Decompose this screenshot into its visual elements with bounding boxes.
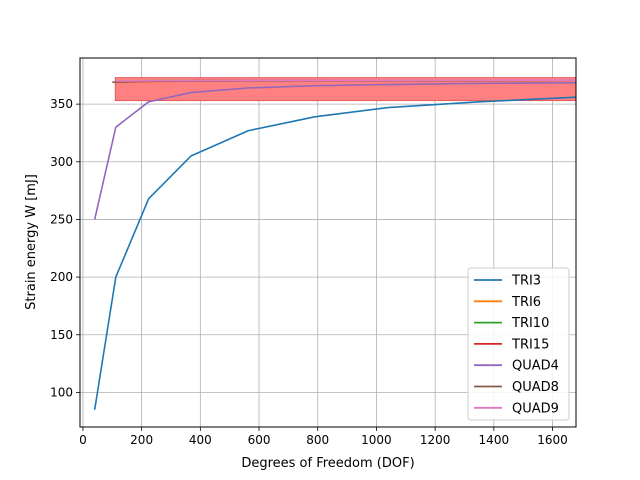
x-tick-label: 0 [79,433,87,447]
series-line-tri3 [93,96,576,410]
legend-label: TRI6 [511,295,541,310]
legend-label: TRI3 [511,274,541,289]
y-tick-label: 250 [50,212,73,226]
legend-label: QUAD4 [512,359,559,374]
y-axis-label: Strain energy W [mJ] [24,174,39,310]
series-line-quad4 [93,81,576,220]
series-line-quad9 [115,79,576,82]
y-tick-label: 200 [50,270,73,284]
x-axis-label: Degrees of Freedom (DOF) [241,456,414,471]
legend-label: QUAD8 [512,380,559,395]
x-tick-label: 1200 [420,433,451,447]
legend-label: TRI15 [511,337,549,352]
plot-frame [79,57,577,428]
x-tick-label: 1000 [361,433,392,447]
x-axis-ticks: 0 200 400 600 800 1000 1200 1400 1600 [79,427,568,447]
x-tick-label: 800 [306,433,329,447]
x-tick-label: 400 [189,433,212,447]
grid [80,58,576,427]
y-tick-label: 350 [50,97,73,111]
x-tick-label: 1400 [479,433,510,447]
x-tick-label: 200 [130,433,153,447]
legend-box [467,267,570,421]
legend-label: QUAD9 [512,401,559,416]
y-tick-label: 150 [50,328,73,342]
legend: TRI3 TRI6 TRI10 TRI15 QUAD4 QUAD8 QUAD9 [467,267,570,421]
y-tick-label: 100 [50,385,73,399]
y-tick-label: 300 [50,155,73,169]
x-tick-label: 600 [248,433,271,447]
x-tick-label: 1600 [537,433,568,447]
legend-label: TRI10 [511,316,549,331]
y-axis-ticks: 100 150 200 250 300 350 [50,97,80,399]
